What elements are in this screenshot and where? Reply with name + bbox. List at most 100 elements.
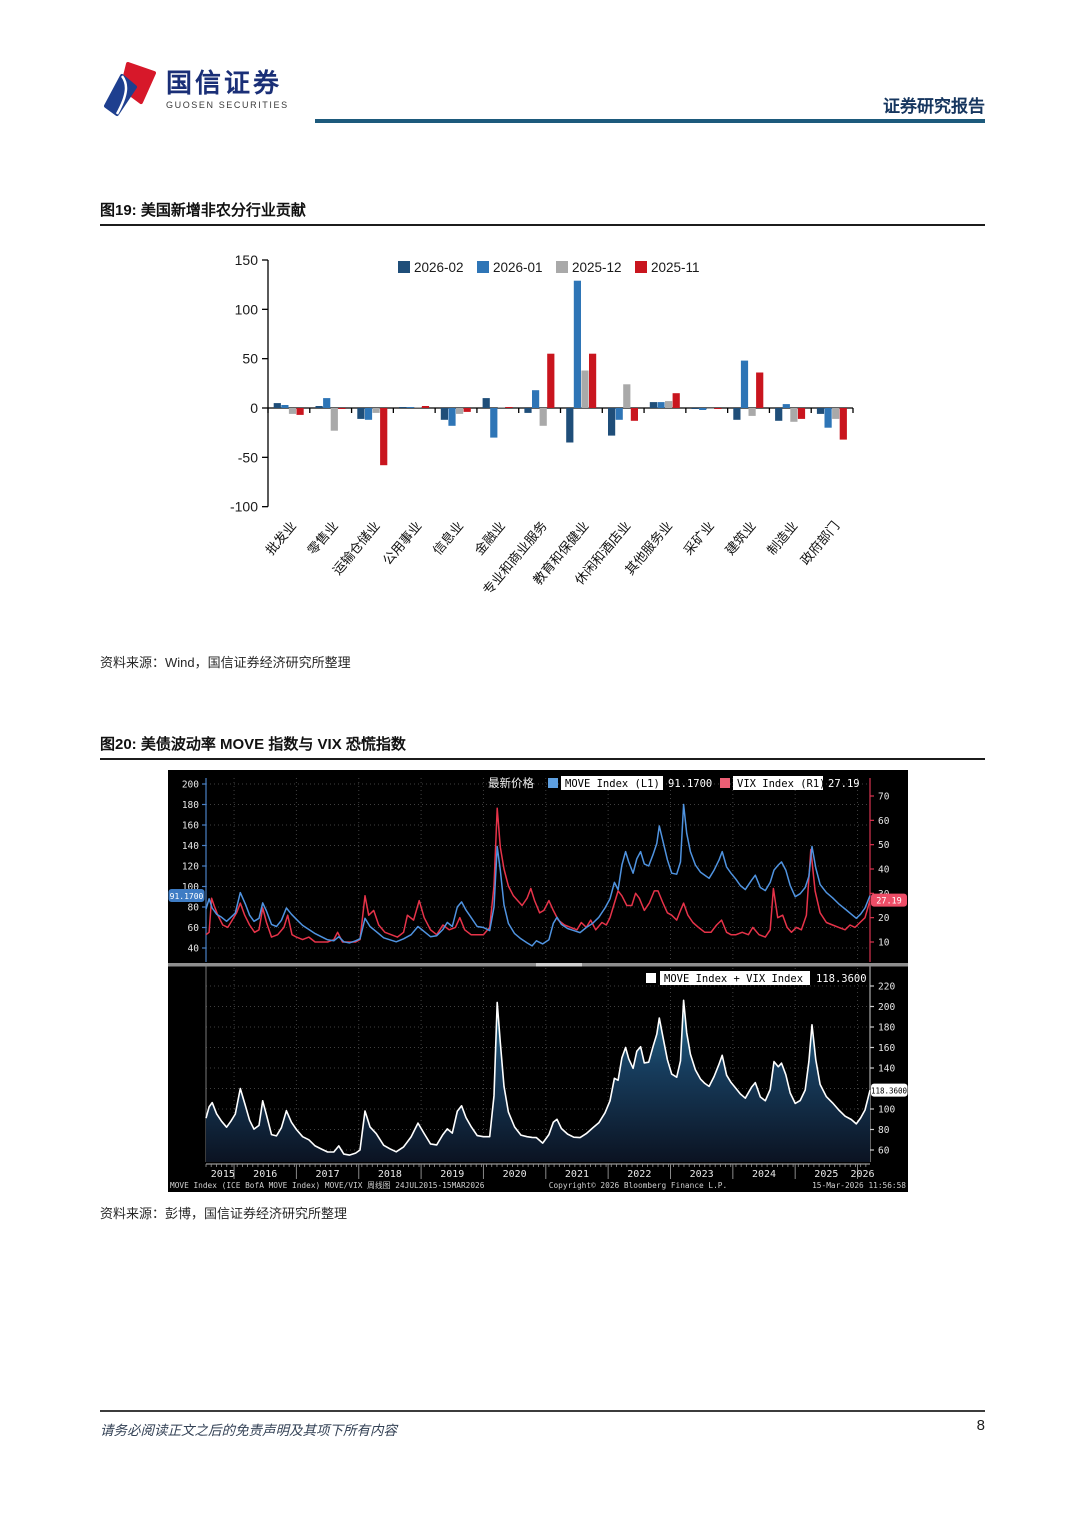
bar: [414, 407, 422, 408]
bar: [364, 408, 373, 420]
move-legend-value: 91.1700: [668, 778, 712, 790]
bar: [699, 408, 707, 410]
y-tick-label: -50: [238, 449, 258, 465]
bar: [505, 407, 513, 408]
vix-line: [205, 807, 871, 943]
bar: [832, 408, 840, 419]
bottom-right-axis-tick: 180: [878, 1023, 895, 1034]
legend-label: 2026-02: [414, 260, 464, 275]
bottom-right-axis-tick: 220: [878, 982, 895, 993]
year-label: 2026: [850, 1169, 874, 1180]
top-legend: 最新价格 MOVE Index (L1) 91.1700 VIX Index (R1)…: [488, 776, 860, 790]
left-axis-tick: 140: [182, 841, 199, 852]
bar-series-2026-02: [273, 398, 825, 443]
svg-text:118.3600: 118.3600: [871, 1086, 908, 1095]
bar: [797, 408, 806, 419]
legend-label: 2026-01: [493, 260, 543, 275]
svg-text:91.1700: 91.1700: [170, 892, 204, 901]
category-label: 建筑业: [722, 518, 759, 558]
bar: [281, 405, 289, 408]
right-axis-tick: 40: [878, 864, 890, 875]
bar: [714, 408, 722, 409]
vix-swatch: [720, 778, 730, 788]
category-label: 政府部门: [797, 518, 842, 567]
bar: [421, 406, 430, 408]
year-label: 2024: [752, 1169, 776, 1180]
bar: [547, 353, 555, 408]
report-type-label: 证券研究报告: [883, 97, 985, 116]
footer-rule: [100, 1410, 985, 1412]
header-rule: [315, 119, 985, 123]
bar: [288, 408, 297, 414]
bar: [630, 408, 638, 421]
figure20-rule: [100, 758, 985, 760]
logo-text-cn: 国信证券: [166, 68, 283, 98]
category-label: 公用事业: [380, 518, 425, 567]
bottom-right-axis-tick: 60: [878, 1146, 890, 1157]
separator-handle: [536, 963, 582, 967]
guosen-logo-icon: [104, 62, 156, 116]
y-tick-label: 50: [242, 351, 258, 367]
bar-y-axis: 150 100 50 0 -50 -100: [230, 252, 269, 515]
nonfarm-chart-svg: 2026-02 2026-01 2025-12 2025-11 150 100 50 0 -50…: [230, 252, 854, 598]
right-axis-tick: 20: [878, 913, 890, 924]
y-tick-label: 150: [235, 252, 259, 268]
category-label: 金融业: [472, 518, 509, 558]
legend-swatch: [635, 261, 647, 273]
category-label: 信息业: [430, 518, 467, 558]
year-label: 2020: [503, 1169, 527, 1180]
bar: [497, 407, 505, 408]
guosen-logo: 国信证券 GUOSEN SECURITIES: [98, 60, 289, 118]
bar: [490, 408, 498, 438]
bar-legend: 2026-02 2026-01 2025-12 2025-11: [398, 260, 700, 275]
page-number: 8: [976, 1417, 985, 1434]
left-axis-tick: 180: [182, 800, 199, 811]
figure19-title: 图19: 美国新增非农分行业贡献: [100, 202, 306, 219]
left-axis-tick: 100: [182, 882, 199, 893]
vix-legend-label: VIX Index (R1): [737, 778, 826, 790]
bar-series-2025-11: [296, 353, 847, 466]
bar: [824, 408, 832, 428]
vix-legend-value: 27.19: [828, 778, 860, 790]
bottom-right-axis-tick: 80: [878, 1125, 890, 1136]
bar: [649, 402, 657, 408]
y-tick-label: -100: [230, 499, 258, 515]
sum-legend-label: MOVE Index + VIX Index: [664, 973, 803, 985]
year-label: 2022: [627, 1169, 651, 1180]
right-axis-tick: 60: [878, 816, 890, 827]
bar: [589, 353, 597, 408]
right-axis-tick: 70: [878, 792, 890, 803]
bar: [440, 408, 448, 420]
move-legend-label: MOVE Index (L1): [565, 778, 660, 790]
sum-line: [205, 999, 871, 1156]
right-axis-tick: 50: [878, 840, 890, 851]
sum-legend-value: 118.3600: [816, 973, 867, 985]
left-axis-tick: 120: [182, 862, 199, 873]
year-label: 2018: [378, 1169, 402, 1180]
bar: [296, 408, 304, 415]
bar: [372, 408, 380, 413]
bar: [566, 408, 574, 443]
bar: [608, 408, 616, 436]
bar: [406, 407, 414, 408]
bar-x-axis: [267, 407, 854, 413]
bar: [573, 280, 581, 408]
bar: [338, 408, 346, 409]
bar: [463, 408, 471, 412]
figure20-title: 图20: 美债波动率 MOVE 指数与 VIX 恐慌指数: [100, 736, 406, 753]
year-label: 2019: [440, 1169, 464, 1180]
left-axis-tick: 80: [188, 903, 200, 914]
year-label: 2023: [690, 1169, 714, 1180]
move-value-badge: [168, 889, 205, 903]
year-label: 2021: [565, 1169, 589, 1180]
bar: [839, 408, 847, 440]
bar: [273, 403, 281, 408]
legend-swatch: [398, 261, 410, 273]
bar: [665, 401, 673, 408]
bar-series-2025-12: [288, 370, 840, 431]
legend-label: 2025-12: [572, 260, 622, 275]
bar: [323, 398, 331, 408]
bloomberg-footer-left: MOVE Index (ICE BofA MOVE Index) MOVE/VI…: [170, 1180, 485, 1190]
bar: [456, 408, 464, 414]
